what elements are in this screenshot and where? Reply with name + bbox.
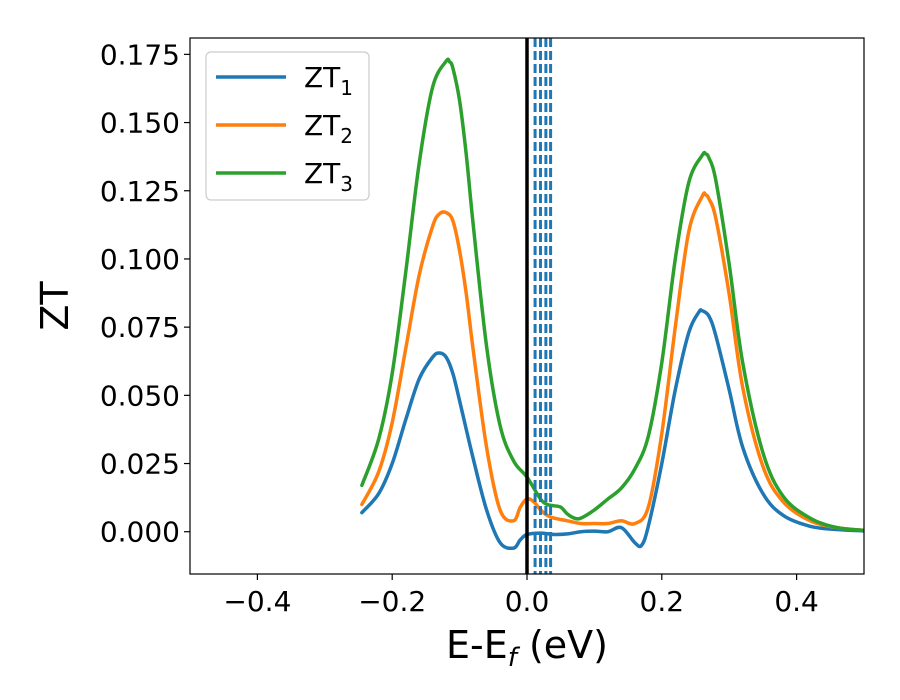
series-line-zt1 [360,308,864,551]
legend-label-zt3: ZT3 [304,157,353,196]
series-group [360,38,864,574]
series-line-zt3 [360,57,864,533]
x-tick-label: 0.2 [640,585,685,618]
y-tick-label: 0.050 [100,379,180,412]
x-tick-label: 0.0 [505,585,550,618]
axes-frame [189,37,865,575]
legend-label-zt1: ZT1 [304,61,353,100]
y-tick-label: 0.150 [100,107,180,140]
x-tick-label: −0.2 [358,585,426,618]
y-tick-label: 0.100 [100,243,180,276]
x-axis: −0.4 −0.2 0.0 0.2 0.4 [223,574,819,618]
y-tick-label: 0.175 [100,38,180,71]
x-axis-label: E-Ef (eV) [446,623,608,673]
legend: ZT1 ZT2 ZT3 [205,51,370,201]
x-tick-label: 0.4 [774,585,819,618]
plot-area [360,38,864,574]
y-tick-label: 0.125 [100,175,180,208]
legend-frame [205,51,370,201]
legend-label-zt2: ZT2 [304,109,353,148]
y-axis: 0.000 0.025 0.050 0.075 0.100 0.125 0.150 0.175 [100,38,190,549]
y-tick-label: 0.000 [100,516,180,549]
y-axis-label: ZT [33,281,77,331]
x-tick-label: −0.4 [223,585,291,618]
series-line-zt2 [360,191,864,533]
y-tick-label: 0.025 [100,448,180,481]
y-tick-label: 0.075 [100,311,180,344]
